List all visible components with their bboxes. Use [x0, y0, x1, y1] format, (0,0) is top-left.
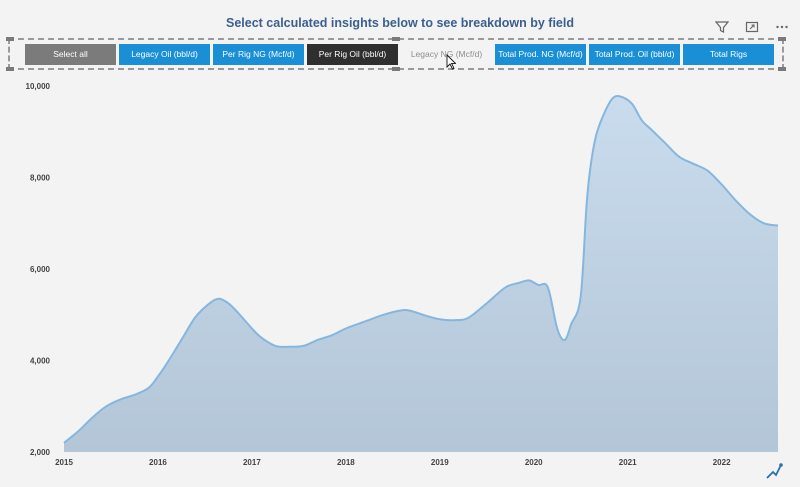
visual-header-toolbar: [714, 20, 790, 37]
resize-handle[interactable]: [778, 37, 786, 41]
y-tick-label: 2,000: [30, 448, 51, 457]
x-tick-label: 2020: [525, 458, 543, 467]
slicer-button-select-all[interactable]: Select all: [25, 44, 116, 65]
x-tick-label: 2019: [431, 458, 449, 467]
series-area-fill[interactable]: [64, 95, 778, 453]
resize-handle[interactable]: [392, 67, 400, 71]
filter-icon[interactable]: [714, 20, 730, 37]
x-tick-label: 2018: [337, 458, 355, 467]
brand-logo-icon: [766, 463, 783, 479]
slicer-selection-frame[interactable]: [6, 37, 786, 71]
resize-handle[interactable]: [6, 67, 14, 71]
y-tick-label: 6,000: [30, 265, 51, 274]
x-tick-label: 2021: [619, 458, 637, 467]
y-axis: 2,000 4,000 6,000 8,000 10,000: [26, 82, 51, 457]
x-tick-label: 2016: [149, 458, 167, 467]
y-tick-label: 10,000: [26, 82, 51, 91]
x-tick-label: 2015: [55, 458, 73, 467]
x-tick-label: 2022: [713, 458, 731, 467]
slicer-button-legacy-ng[interactable]: Legacy NG (Mcf/d): [401, 44, 492, 65]
resize-handle[interactable]: [392, 37, 400, 41]
slicer-button-total-prod-ng[interactable]: Total Prod. NG (Mcf/d): [495, 44, 586, 65]
x-axis: 2015 2016 2017 2018 2019 2020 2021 2022: [55, 458, 731, 467]
y-tick-label: 8,000: [30, 174, 51, 183]
slicer-button-total-prod-oil[interactable]: Total Prod. Oil (bbl/d): [589, 44, 680, 65]
slicer-button-per-rig-ng[interactable]: Per Rig NG (Mcf/d): [213, 44, 304, 65]
more-options-icon[interactable]: [774, 20, 790, 37]
focus-mode-icon[interactable]: [744, 20, 760, 37]
resize-handle[interactable]: [6, 37, 14, 41]
y-tick-label: 4,000: [30, 357, 51, 366]
series-line[interactable]: [63, 94, 779, 444]
slicer-button-row: Select all Legacy Oil (bbl/d) Per Rig NG…: [25, 44, 774, 65]
slicer-button-legacy-oil[interactable]: Legacy Oil (bbl/d): [119, 44, 210, 65]
x-tick-label: 2017: [243, 458, 261, 467]
slicer-button-per-rig-oil[interactable]: Per Rig Oil (bbl/d): [307, 44, 398, 65]
page-title: Select calculated insights below to see …: [225, 16, 574, 30]
resize-handle[interactable]: [778, 67, 786, 71]
slicer-button-total-rigs[interactable]: Total Rigs: [683, 44, 774, 65]
mouse-pointer-icon: [446, 54, 456, 70]
plot-area: [63, 94, 779, 453]
